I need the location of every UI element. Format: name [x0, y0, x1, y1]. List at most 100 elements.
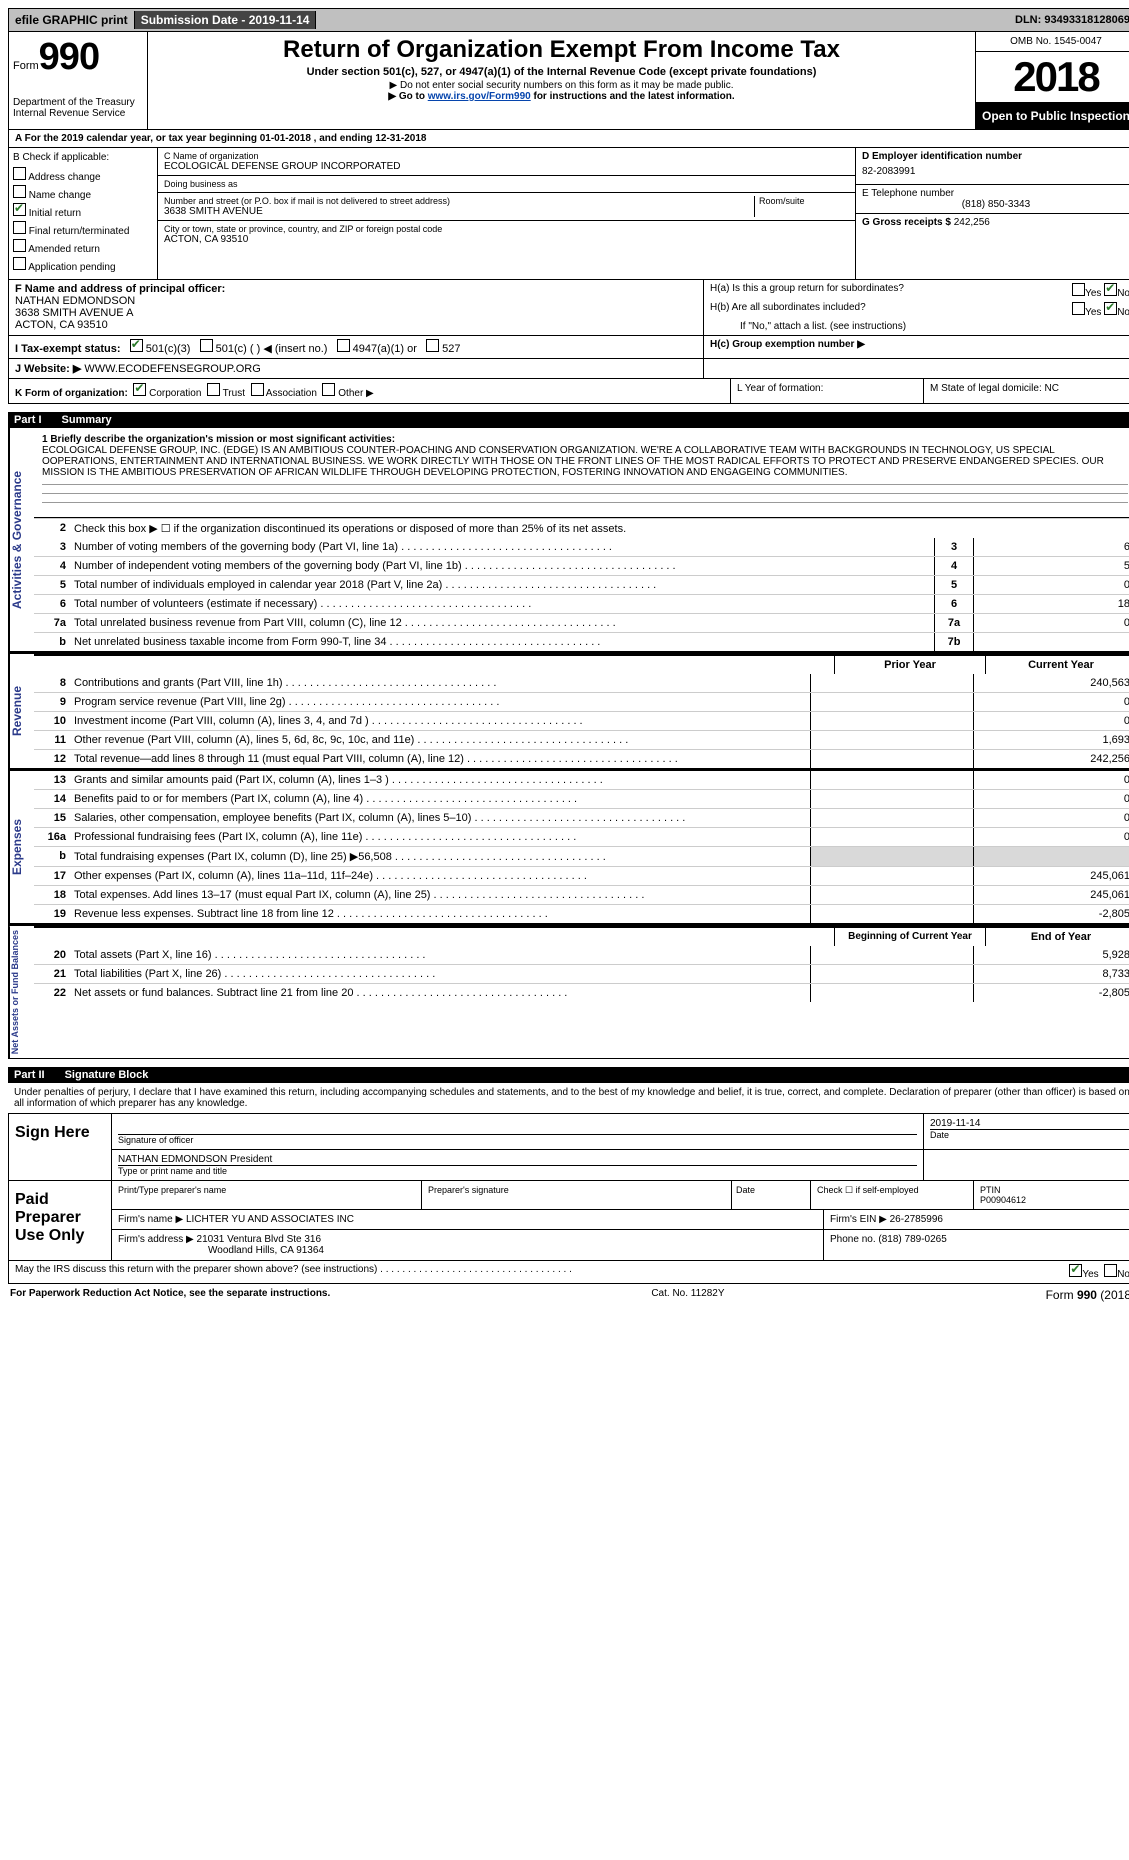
website-value: WWW.ECODEFENSEGROUP.ORG [84, 363, 260, 375]
mission-text: ECOLOGICAL DEFENSE GROUP, INC. (EDGE) IS… [42, 445, 1104, 478]
line-current: -2,805 [973, 984, 1129, 1002]
form-footer: Form 990 (2018) [1046, 1288, 1129, 1302]
line-current: 245,061 [973, 886, 1129, 904]
part1-header: Part I Summary [8, 412, 1129, 428]
cb-discuss-yes[interactable] [1069, 1264, 1082, 1277]
paid-preparer-block: Paid Preparer Use Only Print/Type prepar… [8, 1181, 1129, 1261]
cb-ha-no[interactable] [1104, 283, 1117, 296]
cb-discuss-no[interactable] [1104, 1264, 1117, 1277]
dln: DLN: 93493318128069 [1009, 12, 1129, 28]
line-num: 19 [34, 905, 70, 923]
cb-assoc[interactable] [251, 383, 264, 396]
col-begin-year: Beginning of Current Year [834, 928, 985, 946]
line-text: Total expenses. Add lines 13–17 (must eq… [70, 886, 810, 904]
line-text: Salaries, other compensation, employee b… [70, 809, 810, 827]
line-text: Total assets (Part X, line 16) [70, 946, 810, 964]
line-text: Grants and similar amounts paid (Part IX… [70, 771, 810, 789]
expenses-section: Expenses 13 Grants and similar amounts p… [8, 769, 1129, 924]
cb-final-return[interactable] [13, 221, 26, 234]
form-subtitle: Under section 501(c), 527, or 4947(a)(1)… [154, 66, 969, 78]
line-num: 5 [34, 576, 70, 594]
prep-date-label: Date [731, 1181, 810, 1210]
line-prior [810, 946, 973, 964]
line-current: 245,061 [973, 867, 1129, 885]
form-number: 990 [39, 36, 99, 78]
line-text: Total revenue—add lines 8 through 11 (mu… [70, 750, 810, 768]
irs-link[interactable]: www.irs.gov/Form990 [428, 91, 531, 102]
line-text: Number of voting members of the governin… [70, 538, 934, 556]
line-current [973, 847, 1129, 866]
form-title: Return of Organization Exempt From Incom… [154, 36, 969, 64]
line-num: 12 [34, 750, 70, 768]
line-current: 0 [973, 828, 1129, 846]
line-text: Revenue less expenses. Subtract line 18 … [70, 905, 810, 923]
cb-501c[interactable] [200, 339, 213, 352]
cb-hb-yes[interactable] [1072, 302, 1085, 315]
section-d-e-g: D Employer identification number 82-2083… [856, 148, 1129, 279]
col-prior-year: Prior Year [834, 656, 985, 674]
line-prior [810, 750, 973, 768]
line-num: 8 [34, 674, 70, 692]
cb-name-change[interactable] [13, 185, 26, 198]
line-val: 5 [974, 557, 1129, 575]
line-prior [810, 771, 973, 789]
cb-4947[interactable] [337, 339, 350, 352]
line-num: 7a [34, 614, 70, 632]
line-text: Other expenses (Part IX, column (A), lin… [70, 867, 810, 885]
gross-label: G Gross receipts $ [862, 217, 951, 228]
cb-ha-yes[interactable] [1072, 283, 1085, 296]
line-prior [810, 809, 973, 827]
officer-name: NATHAN EDMONDSON [15, 295, 697, 307]
section-f-h: F Name and address of principal officer:… [8, 280, 1129, 379]
line-current: 8,733 [973, 965, 1129, 983]
cb-initial-return[interactable] [13, 203, 26, 216]
cb-trust[interactable] [207, 383, 220, 396]
line-text: Investment income (Part VIII, column (A)… [70, 712, 810, 730]
section-k: K Form of organization: Corporation Trus… [9, 379, 731, 403]
cb-501c3[interactable] [130, 339, 143, 352]
declaration-text: Under penalties of perjury, I declare th… [8, 1083, 1129, 1113]
section-i: I Tax-exempt status: 501(c)(3) 501(c) ( … [9, 336, 704, 358]
cb-amended[interactable] [13, 239, 26, 252]
cb-address-change[interactable] [13, 167, 26, 180]
tab-governance: Activities & Governance [9, 428, 34, 651]
officer-street: 3638 SMITH AVENUE A [15, 307, 697, 319]
phone-value: (818) 850-3343 [862, 199, 1129, 210]
line-prior [810, 965, 973, 983]
form-header: Form990 Department of the Treasury Inter… [8, 32, 1129, 130]
section-h: H(a) Is this a group return for subordin… [704, 280, 1129, 335]
line-prior [810, 731, 973, 749]
cb-527[interactable] [426, 339, 439, 352]
tab-net-assets: Net Assets or Fund Balances [9, 926, 34, 1058]
cb-corp[interactable] [133, 383, 146, 396]
part2-header: Part II Signature Block [8, 1067, 1129, 1083]
tab-expenses: Expenses [9, 771, 34, 923]
cb-app-pending[interactable] [13, 257, 26, 270]
line-text: Other revenue (Part VIII, column (A), li… [70, 731, 810, 749]
line-text: Net assets or fund balances. Subtract li… [70, 984, 810, 1002]
tab-revenue: Revenue [9, 654, 34, 768]
form-note2: ▶ Go to www.irs.gov/Form990 for instruct… [154, 91, 969, 102]
line-num: 21 [34, 965, 70, 983]
prep-name-label: Print/Type preparer's name [112, 1181, 421, 1210]
pra-notice: For Paperwork Reduction Act Notice, see … [10, 1288, 330, 1302]
line-prior [810, 674, 973, 692]
paid-preparer-label: Paid Preparer Use Only [9, 1181, 112, 1260]
line-text: Total number of volunteers (estimate if … [70, 595, 934, 613]
submission-date: Submission Date - 2019-11-14 [135, 11, 317, 29]
line-val: 0 [974, 614, 1129, 632]
governance-section: Activities & Governance 1 Briefly descri… [8, 428, 1129, 652]
line-text: Benefits paid to or for members (Part IX… [70, 790, 810, 808]
cb-hb-no[interactable] [1104, 302, 1117, 315]
org-name: ECOLOGICAL DEFENSE GROUP INCORPORATED [164, 161, 849, 172]
org-city: ACTON, CA 93510 [164, 234, 849, 245]
cb-other[interactable] [322, 383, 335, 396]
col-current-year: Current Year [985, 656, 1129, 674]
section-m: M State of legal domicile: NC [924, 379, 1129, 403]
line-num: b [34, 633, 70, 651]
section-j: J Website: ▶ WWW.ECODEFENSEGROUP.ORG [9, 359, 704, 378]
line-box: 6 [934, 595, 974, 613]
line-current: 0 [973, 771, 1129, 789]
line-current: 0 [973, 693, 1129, 711]
revenue-section: Revenue Prior Year Current Year 8 Contri… [8, 652, 1129, 769]
